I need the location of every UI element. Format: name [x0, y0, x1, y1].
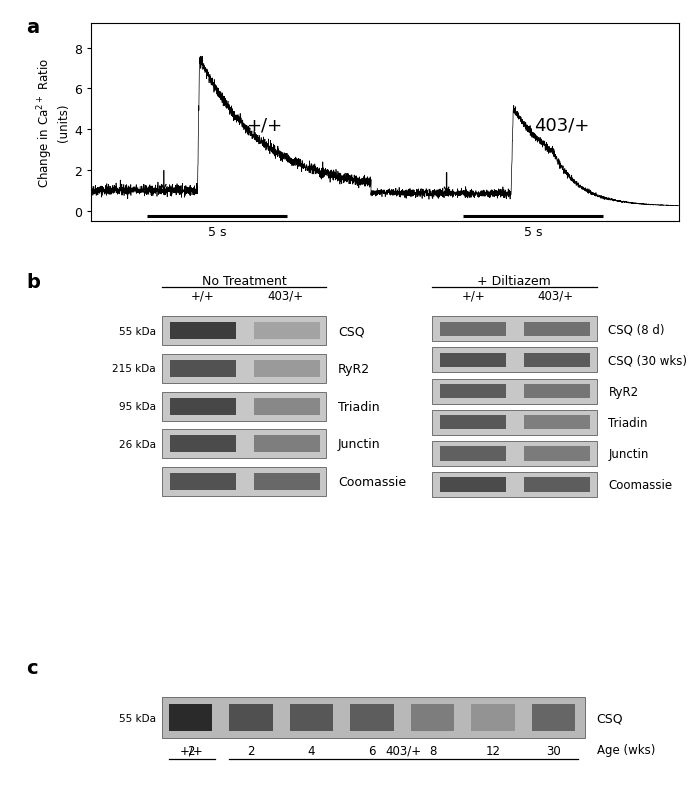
Text: 30: 30 — [546, 743, 561, 757]
Bar — [524, 447, 590, 461]
Text: CSQ (30 wks): CSQ (30 wks) — [608, 354, 687, 367]
Text: +/+: +/+ — [191, 290, 215, 302]
Bar — [162, 354, 326, 383]
Text: 12: 12 — [486, 743, 500, 757]
Text: 5 s: 5 s — [524, 226, 542, 239]
Text: +/+: +/+ — [461, 290, 485, 302]
Bar — [440, 478, 506, 492]
Bar — [440, 322, 506, 337]
Bar — [432, 472, 596, 497]
Text: +/+: +/+ — [246, 117, 283, 135]
Text: Triadin: Triadin — [338, 400, 379, 413]
Bar — [432, 379, 596, 404]
Bar — [350, 704, 394, 731]
Bar — [169, 704, 212, 731]
Bar — [440, 353, 506, 368]
Bar — [524, 353, 590, 368]
Text: c: c — [27, 658, 38, 678]
Bar — [170, 323, 236, 340]
Bar — [440, 384, 506, 399]
Text: 6: 6 — [368, 743, 376, 757]
Bar — [162, 317, 326, 346]
Bar — [432, 441, 596, 466]
Text: b: b — [27, 273, 40, 291]
Text: Coomassie: Coomassie — [338, 476, 406, 488]
Text: 55 kDa: 55 kDa — [119, 326, 155, 337]
Bar — [471, 704, 514, 731]
Bar — [432, 348, 596, 373]
Text: 403/+: 403/+ — [538, 290, 573, 302]
Text: RyR2: RyR2 — [608, 385, 638, 398]
Text: 8: 8 — [429, 743, 436, 757]
Text: 4: 4 — [308, 743, 315, 757]
Bar — [524, 322, 590, 337]
Text: + Diltiazem: + Diltiazem — [477, 275, 551, 288]
Text: Junctin: Junctin — [338, 438, 381, 451]
Bar — [254, 435, 320, 452]
Text: 5 s: 5 s — [208, 226, 226, 239]
Text: RyR2: RyR2 — [338, 363, 370, 375]
Text: 26 kDa: 26 kDa — [119, 439, 155, 449]
Text: 403/+: 403/+ — [533, 117, 589, 135]
Bar — [524, 415, 590, 430]
Bar — [432, 317, 596, 342]
Text: Junctin: Junctin — [608, 448, 649, 460]
Text: 2: 2 — [187, 743, 195, 757]
Text: Triadin: Triadin — [608, 416, 648, 429]
Text: CSQ (8 d): CSQ (8 d) — [608, 323, 665, 336]
Text: 403/+: 403/+ — [267, 290, 303, 302]
Y-axis label: Change in Ca$^{2+}$ Ratio
(units): Change in Ca$^{2+}$ Ratio (units) — [35, 58, 70, 188]
Text: 2: 2 — [247, 743, 255, 757]
Bar — [524, 478, 590, 492]
Bar — [230, 704, 273, 731]
Bar — [532, 704, 575, 731]
Bar — [254, 473, 320, 490]
Text: 55 kDa: 55 kDa — [119, 713, 155, 723]
Bar — [162, 697, 585, 738]
Text: 215 kDa: 215 kDa — [112, 364, 155, 374]
Text: No Treatment: No Treatment — [202, 275, 286, 288]
Bar — [432, 410, 596, 435]
Text: 95 kDa: 95 kDa — [119, 402, 155, 411]
Text: CSQ: CSQ — [338, 325, 365, 338]
Bar — [411, 704, 454, 731]
Text: 403/+: 403/+ — [386, 743, 421, 756]
Bar — [254, 323, 320, 340]
Text: +/+: +/+ — [180, 743, 204, 756]
Text: Age (wks): Age (wks) — [596, 743, 655, 756]
Bar — [170, 435, 236, 452]
Text: CSQ: CSQ — [596, 711, 623, 724]
Text: Coomassie: Coomassie — [608, 478, 673, 492]
Bar — [170, 473, 236, 490]
Text: a: a — [27, 18, 39, 37]
Bar — [170, 361, 236, 378]
Bar — [524, 384, 590, 399]
Bar — [254, 361, 320, 378]
Bar — [162, 468, 326, 496]
Bar — [162, 392, 326, 421]
Bar — [440, 447, 506, 461]
Bar — [254, 399, 320, 415]
Bar — [290, 704, 333, 731]
Bar — [440, 415, 506, 430]
Bar — [170, 399, 236, 415]
Bar — [162, 430, 326, 459]
